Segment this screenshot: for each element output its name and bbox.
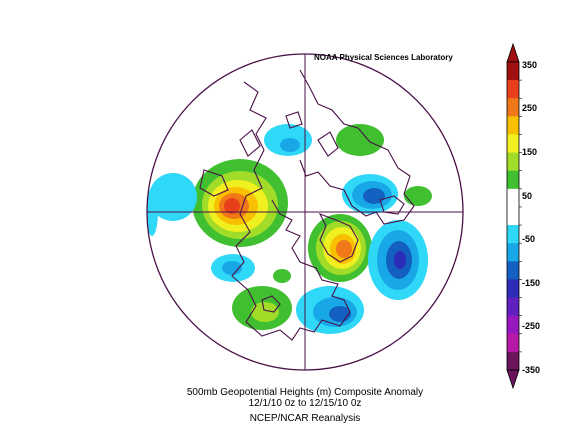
- scale-label-150: 150: [522, 147, 538, 157]
- scale-label-50: 50: [522, 191, 533, 201]
- positive-anomaly-north-america: [232, 269, 292, 330]
- scale-segment: [507, 80, 519, 99]
- negative-anomaly-arctic: [264, 124, 312, 156]
- scale-segment: [507, 225, 519, 244]
- scale-segment: [507, 62, 519, 81]
- positive-anomaly-eurasia: [336, 124, 384, 156]
- credit-text: NOAA Physical Sciences Laboratory: [314, 53, 453, 62]
- scale-segment: [507, 243, 519, 262]
- scale-segment: [507, 279, 519, 298]
- scale-segment: [507, 261, 519, 280]
- negative-anomaly-siberia: [342, 174, 398, 214]
- caption-source: NCEP/NCAR Reanalysis: [249, 413, 361, 424]
- scale-label-neg150: -150: [522, 278, 541, 288]
- scale-segment: [507, 297, 519, 316]
- scale-segment: [507, 315, 519, 335]
- scale-label-neg250: -250: [522, 321, 541, 331]
- coastlines: [199, 69, 415, 341]
- scale-segment: [507, 116, 519, 135]
- negative-anomaly-atlantic: [296, 286, 364, 334]
- scale-segment: [507, 134, 519, 153]
- color-scale-bar: [506, 42, 522, 390]
- scale-segment: [507, 351, 519, 371]
- negative-anomaly-europe: [368, 220, 428, 300]
- scale-arrow-top: [506, 42, 520, 63]
- map-boundary: [146, 53, 464, 371]
- scale-segment: [507, 152, 519, 172]
- positive-anomaly-scandinavia: [404, 186, 432, 206]
- scale-label-350: 350: [522, 60, 538, 70]
- positive-anomaly-alaska: [192, 159, 288, 247]
- scale-segment: [507, 206, 519, 226]
- positive-anomaly-greenland: [308, 214, 372, 282]
- scale-segment: [507, 188, 519, 208]
- anomaly-field: [147, 124, 432, 334]
- scale-segment: [507, 170, 519, 190]
- scale-segment: [507, 98, 519, 117]
- caption-title: 500mb Geopotential Heights (m) Composite…: [186, 387, 424, 398]
- scale-label-250: 250: [522, 103, 538, 113]
- scale-label-neg350: -350: [522, 365, 541, 375]
- graticule: [147, 54, 463, 370]
- scale-border: [506, 61, 520, 371]
- scale-arrow-bottom: [506, 369, 520, 390]
- caption-dates: 12/1/10 0z to 12/15/10 0z: [248, 398, 362, 409]
- scale-segment: [507, 333, 519, 353]
- scale-label-neg50: -50: [522, 234, 536, 244]
